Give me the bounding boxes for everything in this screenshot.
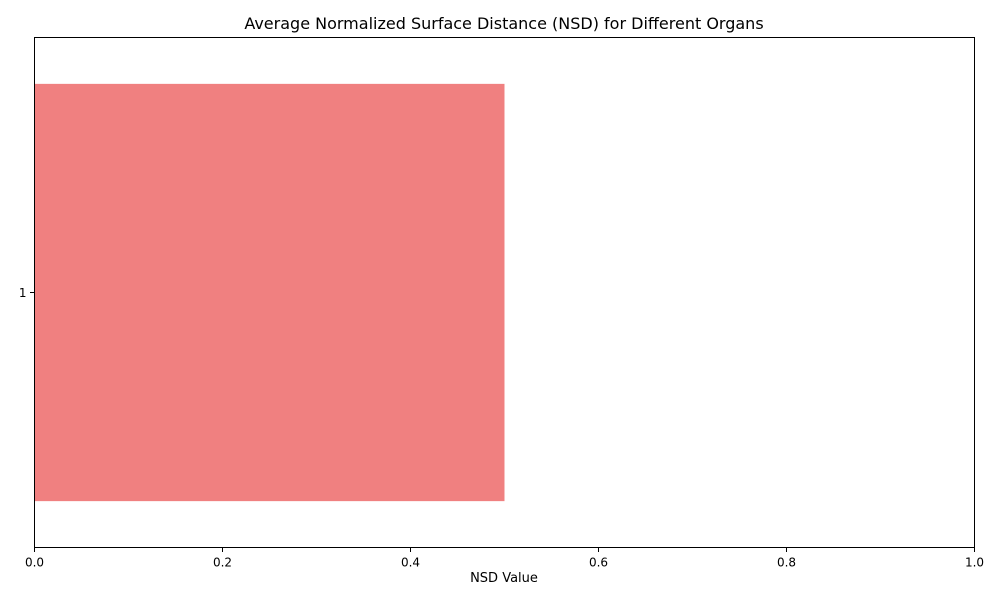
plot-frame xyxy=(34,37,975,548)
bar-1 xyxy=(34,83,505,502)
ticks-layer: 1 0.0 0.2 0.4 0.6 0.8 1.0 xyxy=(19,286,984,570)
x-tick-label: 0.4 xyxy=(401,556,420,570)
x-tick-label: 0.0 xyxy=(25,556,44,570)
x-tick-label: 0.2 xyxy=(213,556,232,570)
bars-layer xyxy=(34,83,505,502)
x-axis-label: NSD Value xyxy=(470,571,538,586)
chart-title: Average Normalized Surface Distance (NSD… xyxy=(244,14,763,33)
x-tick-label: 0.6 xyxy=(589,556,608,570)
x-tick-label: 0.8 xyxy=(777,556,796,570)
y-tick-label: 1 xyxy=(19,286,27,300)
x-tick-label: 1.0 xyxy=(965,556,984,570)
